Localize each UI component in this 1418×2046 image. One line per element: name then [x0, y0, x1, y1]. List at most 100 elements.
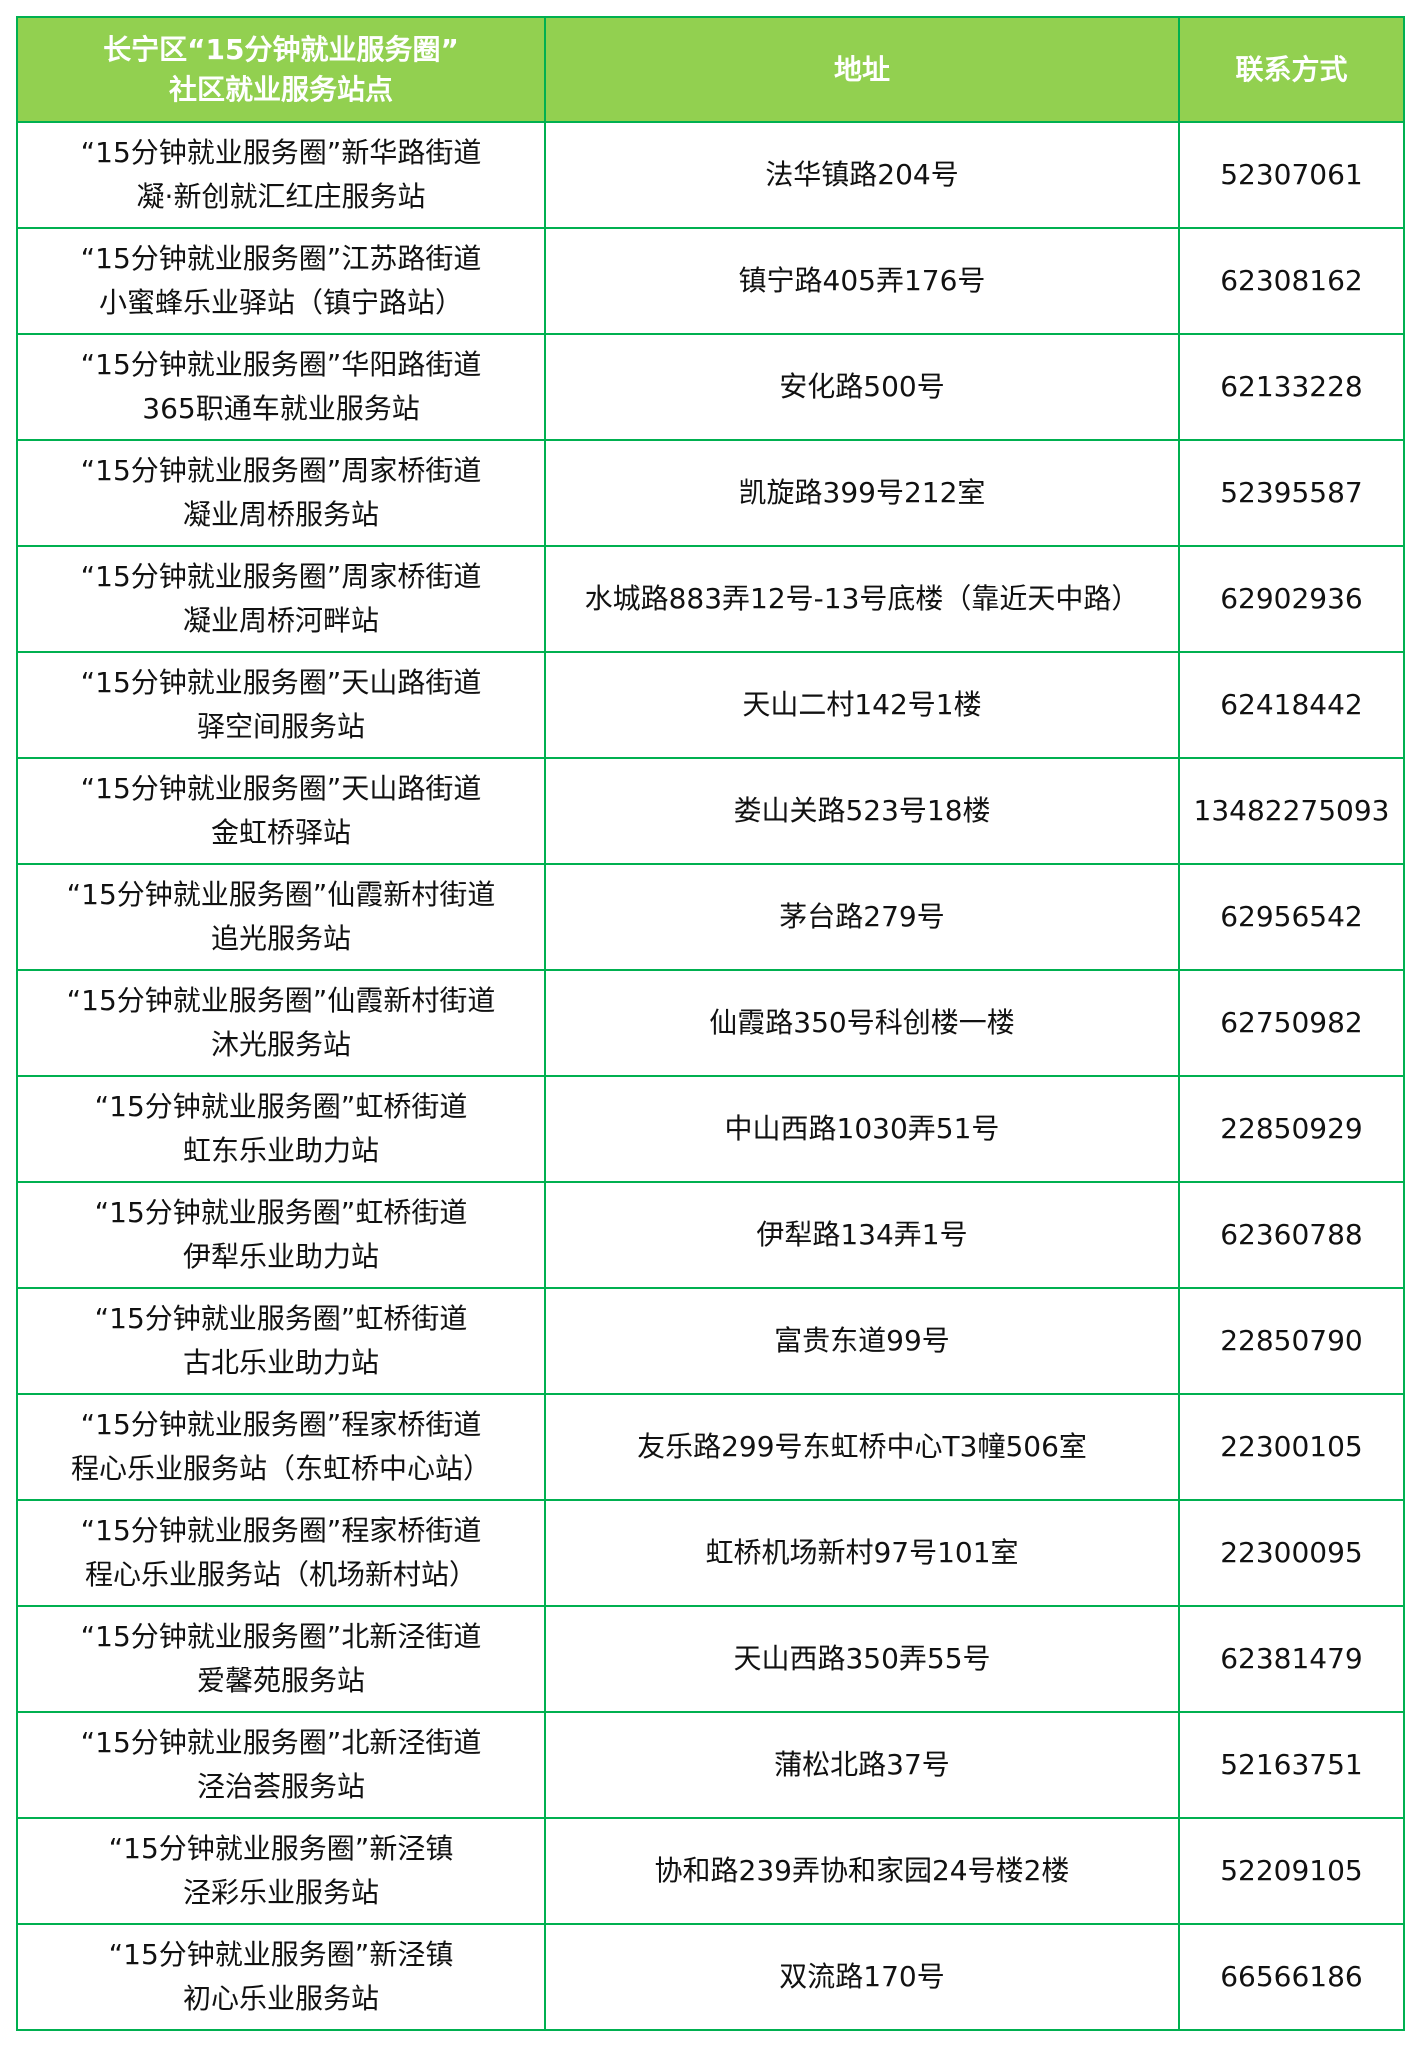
address-cell: 虹桥机场新村97号101室: [544, 1499, 1180, 1607]
station-name-cell: “15分钟就业服务圈”北新泾街道 爱馨苑服务站: [16, 1605, 546, 1713]
address-cell: 水城路883弄12号-13号底楼（靠近天中路）: [544, 545, 1180, 653]
table-row: “15分钟就业服务圈”程家桥街道 程心乐业服务站（东虹桥中心站） 友乐路299号…: [16, 1393, 1405, 1501]
station-name-cell: “15分钟就业服务圈”周家桥街道 凝业周桥服务站: [16, 439, 546, 547]
station-name-line1: “15分钟就业服务圈”虹桥街道: [94, 1196, 468, 1229]
station-name-cell: “15分钟就业服务圈”仙霞新村街道 沐光服务站: [16, 969, 546, 1077]
header-address: 地址: [544, 16, 1180, 123]
station-name-line2: 程心乐业服务站（东虹桥中心站）: [70, 1452, 491, 1485]
station-name-line2: 泾彩乐业服务站: [182, 1876, 379, 1909]
address-cell: 镇宁路405弄176号: [544, 227, 1180, 335]
phone-cell: 62133228: [1178, 333, 1405, 441]
station-name-cell: “15分钟就业服务圈”天山路街道 驿空间服务站: [16, 651, 546, 759]
table-row: “15分钟就业服务圈”仙霞新村街道 沐光服务站 仙霞路350号科创楼一楼 627…: [16, 969, 1405, 1077]
station-name-cell: “15分钟就业服务圈”新华路街道 凝·新创就汇红庄服务站: [16, 121, 546, 229]
station-name-line2: 虹东乐业助力站: [182, 1134, 379, 1167]
address-cell: 天山二村142号1楼: [544, 651, 1180, 759]
phone-cell: 62308162: [1178, 227, 1405, 335]
table-row: “15分钟就业服务圈”虹桥街道 古北乐业助力站 富贵东道99号 22850790: [16, 1287, 1405, 1395]
header-phone: 联系方式: [1178, 16, 1405, 123]
phone-cell: 62381479: [1178, 1605, 1405, 1713]
address-cell: 富贵东道99号: [544, 1287, 1180, 1395]
station-name-line2: 泾治荟服务站: [196, 1770, 365, 1803]
table-row: “15分钟就业服务圈”天山路街道 驿空间服务站 天山二村142号1楼 62418…: [16, 651, 1405, 759]
station-name-cell: “15分钟就业服务圈”北新泾街道 泾治荟服务站: [16, 1711, 546, 1819]
station-name-cell: “15分钟就业服务圈”华阳路街道 365职通车就业服务站: [16, 333, 546, 441]
station-name-cell: “15分钟就业服务圈”新泾镇 泾彩乐业服务站: [16, 1817, 546, 1925]
address-cell: 娄山关路523号18楼: [544, 757, 1180, 865]
address-cell: 友乐路299号东虹桥中心T3幢506室: [544, 1393, 1180, 1501]
phone-cell: 62956542: [1178, 863, 1405, 971]
address-cell: 法华镇路204号: [544, 121, 1180, 229]
station-name-line1: “15分钟就业服务圈”程家桥街道: [80, 1408, 482, 1441]
station-name-line2: 小蜜蜂乐业驿站（镇宁路站）: [98, 286, 463, 319]
station-name-cell: “15分钟就业服务圈”新泾镇 初心乐业服务站: [16, 1923, 546, 2031]
phone-cell: 62418442: [1178, 651, 1405, 759]
station-name-line2: 程心乐业服务站（机场新村站）: [84, 1558, 477, 1591]
station-name-line1: “15分钟就业服务圈”虹桥街道: [94, 1090, 468, 1123]
address-cell: 凯旋路399号212室: [544, 439, 1180, 547]
table-row: “15分钟就业服务圈”华阳路街道 365职通车就业服务站 安化路500号 621…: [16, 333, 1405, 441]
phone-cell: 52395587: [1178, 439, 1405, 547]
station-name-line2: 凝业周桥河畔站: [182, 604, 379, 637]
station-name-line1: “15分钟就业服务圈”周家桥街道: [80, 454, 482, 487]
table-header-row: 长宁区“15分钟就业服务圈” 社区就业服务站点 地址 联系方式: [16, 16, 1405, 123]
table-row: “15分钟就业服务圈”周家桥街道 凝业周桥河畔站 水城路883弄12号-13号底…: [16, 545, 1405, 653]
table-row: “15分钟就业服务圈”虹桥街道 虹东乐业助力站 中山西路1030弄51号 228…: [16, 1075, 1405, 1183]
station-name-cell: “15分钟就业服务圈”仙霞新村街道 追光服务站: [16, 863, 546, 971]
station-name-line1: “15分钟就业服务圈”天山路街道: [80, 772, 482, 805]
address-cell: 安化路500号: [544, 333, 1180, 441]
station-name-line2: 365职通车就业服务站: [142, 392, 420, 425]
station-name-line2: 凝业周桥服务站: [182, 498, 379, 531]
station-name-cell: “15分钟就业服务圈”虹桥街道 伊犁乐业助力站: [16, 1181, 546, 1289]
phone-cell: 52163751: [1178, 1711, 1405, 1819]
address-cell: 仙霞路350号科创楼一楼: [544, 969, 1180, 1077]
phone-cell: 22850929: [1178, 1075, 1405, 1183]
station-name-line2: 沐光服务站: [210, 1028, 351, 1061]
station-name-cell: “15分钟就业服务圈”周家桥街道 凝业周桥河畔站: [16, 545, 546, 653]
header-station: 长宁区“15分钟就业服务圈” 社区就业服务站点: [16, 16, 546, 123]
station-name-cell: “15分钟就业服务圈”江苏路街道 小蜜蜂乐业驿站（镇宁路站）: [16, 227, 546, 335]
address-cell: 茅台路279号: [544, 863, 1180, 971]
table-row: “15分钟就业服务圈”程家桥街道 程心乐业服务站（机场新村站） 虹桥机场新村97…: [16, 1499, 1405, 1607]
station-name-line1: “15分钟就业服务圈”北新泾街道: [80, 1726, 482, 1759]
table-row: “15分钟就业服务圈”北新泾街道 泾治荟服务站 蒲松北路37号 52163751: [16, 1711, 1405, 1819]
station-name-line2: 金虹桥驿站: [210, 816, 351, 849]
phone-cell: 52209105: [1178, 1817, 1405, 1925]
table-row: “15分钟就业服务圈”新泾镇 初心乐业服务站 双流路170号 66566186: [16, 1923, 1405, 2031]
phone-cell: 22300095: [1178, 1499, 1405, 1607]
phone-cell: 66566186: [1178, 1923, 1405, 2031]
table-row: “15分钟就业服务圈”江苏路街道 小蜜蜂乐业驿站（镇宁路站） 镇宁路405弄17…: [16, 227, 1405, 335]
station-name-cell: “15分钟就业服务圈”天山路街道 金虹桥驿站: [16, 757, 546, 865]
station-name-line1: “15分钟就业服务圈”北新泾街道: [80, 1620, 482, 1653]
station-name-line1: “15分钟就业服务圈”程家桥街道: [80, 1514, 482, 1547]
service-stations-table: 长宁区“15分钟就业服务圈” 社区就业服务站点 地址 联系方式 “15分钟就业服…: [16, 16, 1405, 2031]
station-name-line1: “15分钟就业服务圈”华阳路街道: [80, 348, 482, 381]
header-station-line2: 社区就业服务站点: [168, 72, 393, 106]
address-cell: 协和路239弄协和家园24号楼2楼: [544, 1817, 1180, 1925]
table-row: “15分钟就业服务圈”周家桥街道 凝业周桥服务站 凯旋路399号212室 523…: [16, 439, 1405, 547]
station-name-line2: 驿空间服务站: [196, 710, 365, 743]
station-name-line2: 追光服务站: [210, 922, 351, 955]
table-row: “15分钟就业服务圈”天山路街道 金虹桥驿站 娄山关路523号18楼 13482…: [16, 757, 1405, 865]
station-name-line1: “15分钟就业服务圈”虹桥街道: [94, 1302, 468, 1335]
station-name-line1: “15分钟就业服务圈”新华路街道: [80, 136, 482, 169]
station-name-line1: “15分钟就业服务圈”仙霞新村街道: [66, 878, 496, 911]
table-row: “15分钟就业服务圈”虹桥街道 伊犁乐业助力站 伊犁路134弄1号 623607…: [16, 1181, 1405, 1289]
table-row: “15分钟就业服务圈”北新泾街道 爱馨苑服务站 天山西路350弄55号 6238…: [16, 1605, 1405, 1713]
phone-cell: 52307061: [1178, 121, 1405, 229]
phone-cell: 22300105: [1178, 1393, 1405, 1501]
address-cell: 中山西路1030弄51号: [544, 1075, 1180, 1183]
phone-cell: 62360788: [1178, 1181, 1405, 1289]
station-name-line2: 爱馨苑服务站: [196, 1664, 365, 1697]
phone-cell: 13482275093: [1178, 757, 1405, 865]
station-name-line1: “15分钟就业服务圈”新泾镇: [108, 1938, 454, 1971]
table-row: “15分钟就业服务圈”新华路街道 凝·新创就汇红庄服务站 法华镇路204号 52…: [16, 121, 1405, 229]
address-cell: 伊犁路134弄1号: [544, 1181, 1180, 1289]
station-name-cell: “15分钟就业服务圈”虹桥街道 虹东乐业助力站: [16, 1075, 546, 1183]
address-cell: 天山西路350弄55号: [544, 1605, 1180, 1713]
station-name-line1: “15分钟就业服务圈”天山路街道: [80, 666, 482, 699]
station-name-line2: 初心乐业服务站: [182, 1982, 379, 2015]
table-row: “15分钟就业服务圈”新泾镇 泾彩乐业服务站 协和路239弄协和家园24号楼2楼…: [16, 1817, 1405, 1925]
station-name-line1: “15分钟就业服务圈”新泾镇: [108, 1832, 454, 1865]
phone-cell: 22850790: [1178, 1287, 1405, 1395]
